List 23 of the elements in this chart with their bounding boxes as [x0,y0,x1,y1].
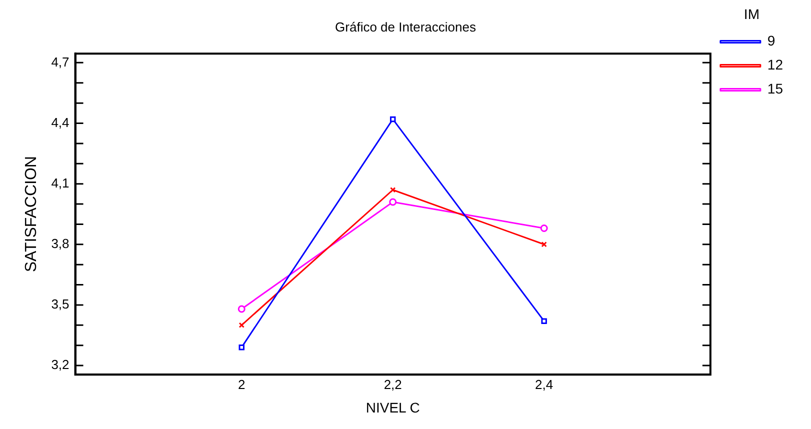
y-tick-label: 4,7 [51,54,70,70]
legend-label: 15 [767,80,784,97]
point [238,305,246,313]
point [390,116,396,122]
y-tick-label: 3,5 [51,296,70,312]
legend-label: 12 [767,56,784,73]
x-tick-label: 2,2 [384,376,402,392]
point [389,198,397,206]
y-tick-label: 4,1 [51,175,70,190]
y-tick-label: 4,4 [51,114,70,130]
x-axis-title: NIVEL C [366,399,420,416]
y-axis-title: SATISFACCION [23,156,40,272]
y-tick-label: 3,2 [51,357,70,372]
x-tick-label: 2,4 [535,376,554,392]
x-tick-label: 2 [238,376,246,392]
point [238,344,244,350]
point [390,187,396,193]
y-tick-label: 3,8 [51,236,70,251]
legend-title: IM [744,6,760,22]
point [540,224,548,232]
point [541,318,547,324]
chart-title: Gráfico de Interacciones [335,19,476,34]
legend-label: 9 [767,32,776,49]
